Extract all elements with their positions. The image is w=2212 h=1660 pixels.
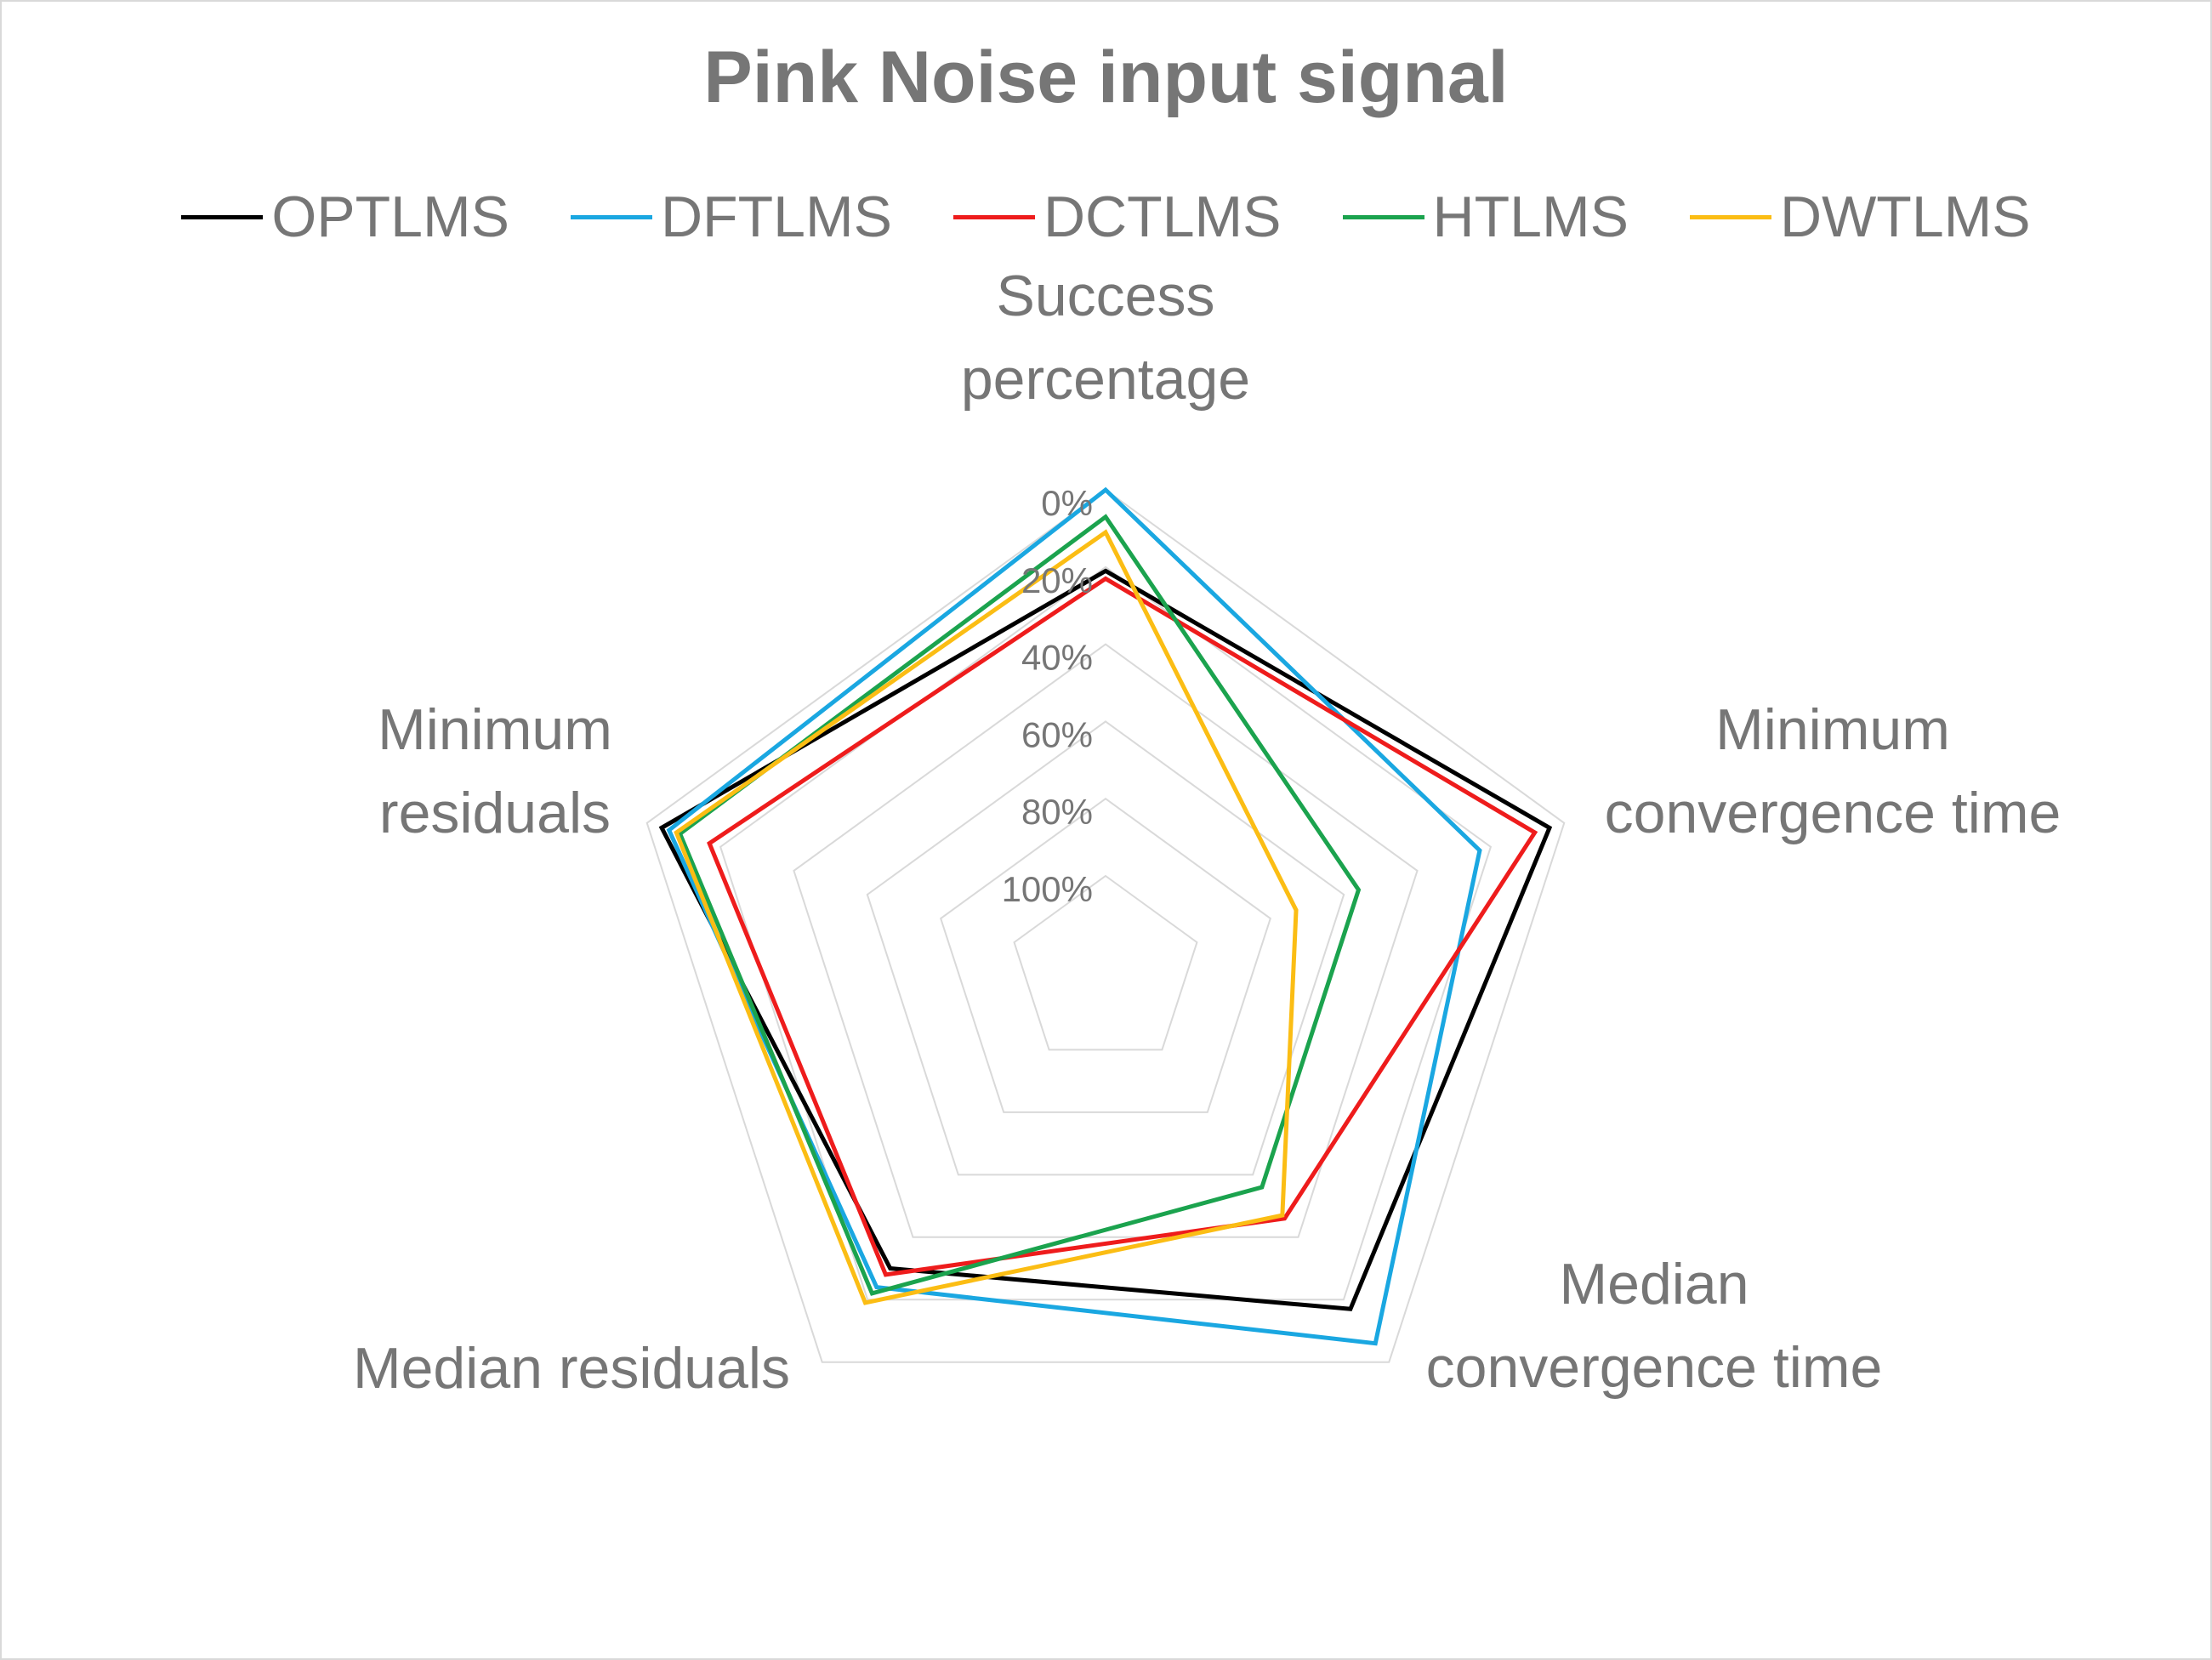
legend-label-dctlms: DCTLMS bbox=[1043, 185, 1282, 249]
series-dftlms bbox=[666, 486, 1482, 1346]
grid-ring-3 bbox=[866, 720, 1345, 1176]
axis-label-minimum-convergence-time-line-1: convergence time bbox=[1605, 781, 2061, 845]
series-layer bbox=[658, 486, 1553, 1346]
tick-label-0: 0% bbox=[1041, 483, 1093, 523]
series-optlms bbox=[658, 568, 1553, 1311]
grid-ring-5 bbox=[1013, 874, 1198, 1051]
axis-label-median-convergence-time-line-0: Median bbox=[1559, 1252, 1749, 1316]
series-dctlms bbox=[707, 576, 1538, 1277]
grid-ring-4 bbox=[939, 797, 1272, 1113]
legend-item-dftlms: DFTLMS bbox=[570, 184, 892, 250]
tick-labels: 0% 20% 40% 60% 80% 100% bbox=[1002, 483, 1093, 909]
chart-title: Pink Noise input signal bbox=[703, 37, 1509, 118]
legend-label-dwtlms: DWTLMS bbox=[1780, 185, 2031, 249]
axis-label-minimum-residuals-line-1: residuals bbox=[379, 781, 611, 845]
legend-swatch-dftlms bbox=[570, 214, 652, 219]
grid-ring-0 bbox=[645, 488, 1566, 1363]
legend: OPTLMS DFTLMS DCTLMS HTLMS DWTLMS bbox=[0, 179, 2212, 255]
axis-label-minimum-residuals-line-0: Minimum bbox=[378, 697, 612, 762]
legend-item-optlms: OPTLMS bbox=[181, 184, 509, 250]
legend-item-dwtlms: DWTLMS bbox=[1690, 184, 2031, 250]
legend-swatch-htlms bbox=[1342, 214, 1424, 219]
legend-swatch-dctlms bbox=[952, 214, 1035, 219]
axis-label-minimum-convergence-time-line-0: Minimum bbox=[1715, 697, 1950, 762]
axis-label-median-convergence-time-line-1: convergence time bbox=[1426, 1335, 1883, 1400]
axis-labels: Success percentage Minimum convergence time… bbox=[353, 264, 2061, 1401]
axis-label-success-percentage-line-0: Success bbox=[997, 264, 1215, 328]
tick-label-100: 100% bbox=[1002, 869, 1093, 909]
axis-label-success-percentage-line-1: percentage bbox=[961, 347, 1250, 412]
legend-swatch-dwtlms bbox=[1690, 214, 1771, 219]
series-dwtlms bbox=[674, 529, 1299, 1305]
legend-label-dftlms: DFTLMS bbox=[660, 185, 892, 249]
legend-item-dctlms: DCTLMS bbox=[952, 184, 1282, 250]
tick-label-20: 20% bbox=[1021, 560, 1093, 600]
tick-label-80: 80% bbox=[1021, 792, 1093, 832]
tick-label-60: 60% bbox=[1021, 714, 1093, 754]
axis-label-median-residuals-line-0: Median residuals bbox=[353, 1336, 790, 1401]
tick-label-40: 40% bbox=[1021, 638, 1093, 678]
legend-item-htlms: HTLMS bbox=[1342, 184, 1629, 250]
legend-label-htlms: HTLMS bbox=[1432, 185, 1629, 249]
legend-swatch-optlms bbox=[181, 214, 264, 219]
grid-ring-1 bbox=[719, 566, 1493, 1301]
legend-label-optlms: OPTLMS bbox=[271, 185, 509, 249]
grid-ring-2 bbox=[793, 643, 1419, 1238]
